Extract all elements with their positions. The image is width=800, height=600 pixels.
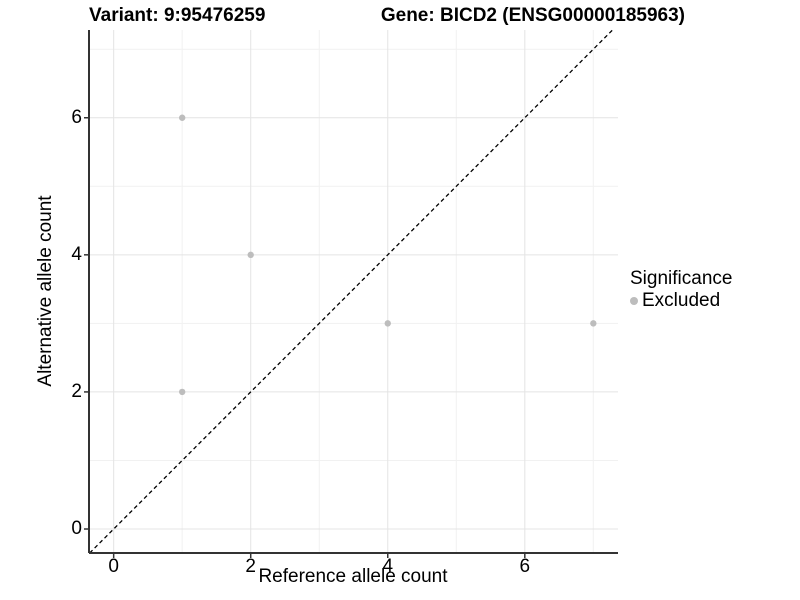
- legend: Significance Excluded: [630, 268, 732, 311]
- y-tick-label: 0: [71, 518, 82, 539]
- legend-item: Excluded: [630, 290, 732, 311]
- plot-area-svg: [84, 29, 618, 558]
- data-point-excluded: [178, 388, 186, 396]
- legend-items: Excluded: [630, 290, 732, 311]
- plot-title-gene: Gene: BICD2 (ENSG00000185963): [380, 5, 685, 26]
- x-tick-label: 6: [519, 556, 531, 577]
- x-axis-title: Reference allele count: [258, 566, 448, 587]
- x-tick-label: 2: [245, 556, 256, 577]
- plot-panel: [84, 29, 618, 558]
- identity-line: [89, 29, 613, 554]
- x-tick-label: 4: [382, 556, 394, 577]
- legend-title: Significance: [630, 268, 733, 289]
- legend-item-label: Excluded: [642, 290, 721, 311]
- data-point-excluded: [384, 320, 391, 327]
- y-tick-label: 4: [71, 243, 82, 265]
- legend-point-icon: [630, 296, 638, 305]
- data-point-excluded: [247, 251, 254, 259]
- data-point-excluded: [178, 114, 186, 121]
- y-axis-title: Alternative allele count: [35, 195, 56, 387]
- data-point-excluded: [590, 320, 597, 327]
- plot-title-variant: Variant: 9:95476259: [89, 5, 266, 26]
- plot-title-row: Variant: 9:95476259 Gene: BICD2 (ENSG000…: [89, 5, 685, 27]
- y-tick-label: 6: [71, 106, 82, 128]
- y-tick-label: 2: [71, 380, 82, 402]
- x-tick-label: 0: [108, 556, 119, 577]
